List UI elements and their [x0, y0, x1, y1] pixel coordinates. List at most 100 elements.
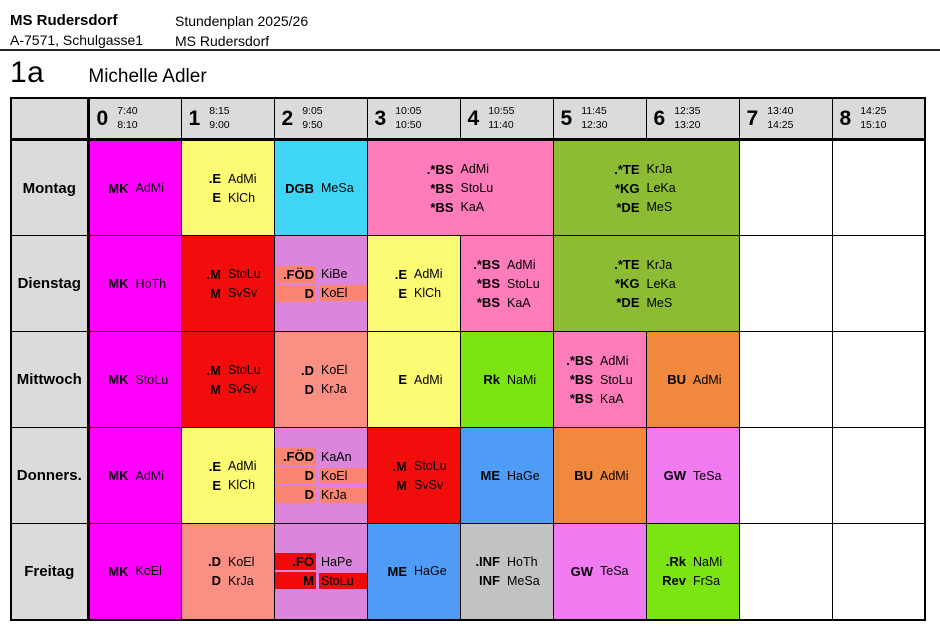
- teacher-code: KlCh: [228, 478, 256, 492]
- period-start-time: 14:25: [860, 105, 887, 118]
- cell-montag-p7: [738, 139, 833, 236]
- period-times: 10:05 10:50: [395, 105, 421, 131]
- lesson-lines: .M StoLu M SvSv: [182, 362, 273, 398]
- period-start-time: 10:55: [488, 105, 515, 118]
- subject-code: .FÖ: [275, 553, 316, 571]
- cell-mittwoch-p8: [831, 331, 926, 428]
- cell-freitag-p4: .INF HoTh INF MeSa: [459, 523, 554, 620]
- school-name: MS Rudersdorf: [10, 12, 118, 29]
- teacher-code: NaMi: [507, 372, 537, 387]
- period-times: 14:25 15:10: [860, 105, 886, 131]
- lesson-line: BU AdMi: [554, 467, 645, 484]
- lesson-line: .*BS AdMi: [554, 352, 645, 369]
- subject-code: ME: [387, 563, 408, 579]
- lesson-line: *DE MeS: [598, 199, 695, 216]
- day-label-mittwoch: Mittwoch: [10, 331, 90, 428]
- day-row-mittwoch: Mittwoch MK StoLu .M StoLu M SvSv .D KoEl D KrJa E A…: [10, 331, 926, 428]
- period-end-time: 14:25: [767, 118, 794, 131]
- lesson-line: D KoEl: [275, 467, 366, 484]
- period-header-content: 4 10:55 11:40: [461, 99, 552, 137]
- cell-mittwoch-p6: BU AdMi: [645, 331, 740, 428]
- cell-freitag-p6: .Rk NaMi Rev FrSa: [645, 523, 740, 620]
- teacher-code: AdMi: [135, 468, 164, 483]
- teacher-code: AdMi: [460, 162, 489, 176]
- period-header-4: 4 10:55 11:40: [459, 97, 554, 141]
- teacher-code: StoLu: [600, 372, 633, 387]
- teacher-code: AdMi: [228, 459, 257, 473]
- lesson-lines: MK KoEl: [90, 563, 181, 580]
- day-label-freitag: Freitag: [10, 523, 90, 620]
- subject-code: D: [211, 573, 221, 589]
- lesson-line: E AdMi: [368, 371, 459, 388]
- teacher-code: TeSa: [600, 564, 629, 579]
- subject-code: *BS: [476, 295, 500, 310]
- subject-code: MK: [108, 180, 129, 196]
- lesson-line: .FÖD KiBe: [275, 265, 366, 283]
- period-end-time: 9:50: [302, 118, 323, 131]
- teacher-code: AdMi: [507, 257, 536, 272]
- period-times: 13:40 14:25: [767, 105, 793, 131]
- lesson-line: E KlCh: [368, 285, 459, 302]
- teacher-code: SvSv: [414, 478, 444, 492]
- period-number: 7: [746, 106, 759, 130]
- lesson-line: .*BS AdMi: [461, 256, 552, 273]
- cell-dienstag-p4: .*BS AdMi *BS StoLu *BS KaA: [459, 235, 554, 332]
- teacher-code: AdMi: [600, 468, 629, 483]
- teacher-code: AdMi: [228, 171, 257, 186]
- cell-mittwoch-p5: .*BS AdMi *BS StoLu *BS KaA: [552, 331, 647, 428]
- period-start-time: 12:35: [674, 105, 701, 118]
- class-name: 1a: [10, 56, 45, 89]
- day-label-donnerstag: Donners.: [10, 427, 90, 524]
- lesson-lines: .FÖD KaAn D KoEl D KrJa: [275, 448, 366, 503]
- cell-freitag-p8: [831, 523, 926, 620]
- period-header-2: 2 9:05 9:50: [273, 97, 368, 141]
- teacher-code: StoLu: [135, 372, 169, 387]
- period-number: 3: [374, 106, 387, 130]
- period-header-row: 0 7:40 8:10 1 8:15 9:00 2 9:05 9:50 3 10:05 10:50 4 1…: [10, 97, 926, 141]
- teacher-code: SvSv: [228, 286, 258, 300]
- lesson-lines: .E AdMi E KlCh: [368, 266, 459, 302]
- subject-code: E: [212, 190, 221, 205]
- period-times: 12:35 13:20: [674, 105, 700, 131]
- lesson-line: .FÖD KaAn: [275, 448, 366, 465]
- period-header-content: 2 9:05 9:50: [275, 99, 366, 137]
- lesson-lines: .M StoLu M SvSv: [368, 458, 459, 494]
- cell-freitag-p2: .FÖ HaPe M StoLu: [273, 523, 368, 620]
- cell-montag-p3: .*BS AdMi *BS StoLu *BS KaA: [366, 139, 554, 236]
- lesson-line: DGB MeSa: [275, 180, 366, 197]
- teacher-code: KrJa: [646, 257, 673, 272]
- period-number: 5: [560, 106, 573, 130]
- subject-code: .*TE: [614, 257, 640, 272]
- lesson-line: *BS StoLu: [554, 371, 645, 388]
- lesson-lines: MK AdMi: [90, 467, 181, 484]
- teacher-code: StoLu: [414, 459, 447, 473]
- cell-donnerstag-p1: .E AdMi E KlCh: [180, 427, 275, 524]
- teacher-code: StoLu: [507, 276, 540, 291]
- teacher-code: HoTh: [135, 276, 167, 291]
- subject-code: M: [210, 381, 221, 397]
- period-header-1: 1 8:15 9:00: [180, 97, 275, 141]
- lesson-lines: .D KoEl D KrJa: [275, 362, 366, 398]
- teacher-code: KoEl: [319, 285, 366, 301]
- cell-freitag-p1: .D KoEl D KrJa: [180, 523, 275, 620]
- subject-code: *DE: [616, 295, 640, 310]
- lesson-line: M SvSv: [182, 285, 273, 302]
- subject-code: GW: [663, 468, 686, 483]
- lesson-lines: .*TE KrJa *KG LeKa *DE MeS: [554, 256, 738, 311]
- subject-code: .D: [301, 362, 314, 378]
- lesson-line: .E AdMi: [368, 266, 459, 283]
- teacher-code: StoLu: [460, 181, 494, 195]
- school-block: MS Rudersdorf A-7571, Schulgasse1: [10, 11, 143, 50]
- cell-donnerstag-p5: BU AdMi: [552, 427, 647, 524]
- teacher-code: MeS: [646, 200, 673, 214]
- subject-code: .E: [208, 171, 221, 186]
- cell-mittwoch-p7: [738, 331, 833, 428]
- period-end-time: 8:10: [117, 118, 138, 131]
- cell-donnerstag-p2: .FÖD KaAn D KoEl D KrJa: [273, 427, 368, 524]
- teacher-code: AdMi: [693, 372, 722, 387]
- lesson-line: .D KoEl: [182, 553, 273, 570]
- lesson-line: .D KoEl: [275, 362, 366, 379]
- subject-code: BU: [667, 372, 686, 387]
- day-row-montag: Montag MK AdMi .E AdMi E KlCh DGB MeSa .*BS AdMi *B…: [10, 139, 926, 236]
- teacher-code: KlCh: [414, 286, 442, 300]
